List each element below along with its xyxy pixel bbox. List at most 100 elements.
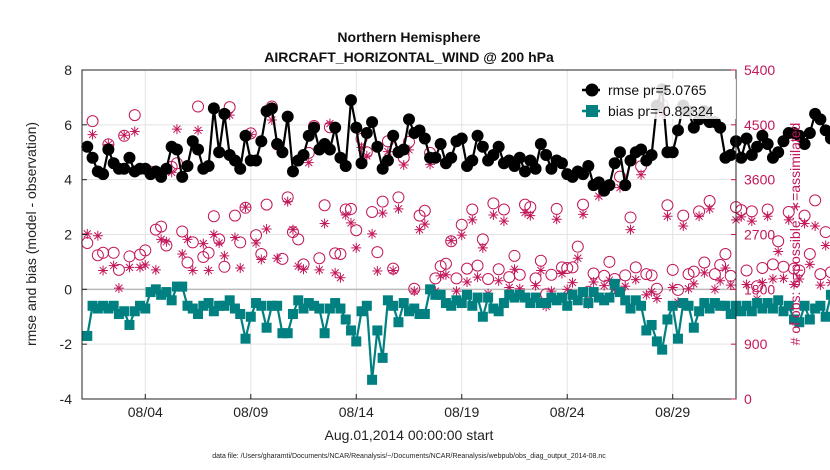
obs-assimilated-point bbox=[825, 278, 830, 287]
x-tick-label: 08/29 bbox=[655, 404, 690, 420]
bias-point bbox=[541, 298, 552, 309]
rmse-point bbox=[671, 124, 684, 137]
obs-assimilated-point bbox=[451, 286, 462, 297]
bias-point bbox=[372, 325, 383, 336]
rmse-point bbox=[761, 138, 774, 151]
obs-possible-point bbox=[292, 233, 305, 246]
obs-possible-point bbox=[819, 226, 830, 239]
bias-point bbox=[551, 295, 562, 306]
bias-point bbox=[525, 298, 536, 309]
bias-point bbox=[672, 333, 683, 344]
obs-possible-point bbox=[719, 247, 732, 260]
bias-point bbox=[319, 328, 330, 339]
bias-point bbox=[767, 303, 778, 314]
bias-point bbox=[736, 306, 747, 317]
obs-possible-point bbox=[318, 199, 331, 212]
obs-possible-point bbox=[192, 100, 205, 113]
bias-point bbox=[177, 281, 188, 292]
obs-assimilated-point bbox=[182, 234, 193, 245]
obs-assimilated-point bbox=[351, 242, 362, 253]
rmse-point bbox=[798, 138, 811, 151]
obs-assimilated-point bbox=[303, 157, 314, 168]
bias-point bbox=[282, 328, 293, 339]
bias-point bbox=[224, 295, 235, 306]
x-tick-label: 08/24 bbox=[550, 404, 585, 420]
rmse-point bbox=[824, 132, 830, 145]
bias-point bbox=[309, 300, 320, 311]
obs-possible-point bbox=[366, 205, 379, 218]
y-tick-label: 0 bbox=[64, 281, 72, 297]
rmse-point bbox=[455, 132, 468, 145]
bias-point bbox=[620, 295, 631, 306]
obs-assimilated-point bbox=[140, 259, 151, 270]
obs-assimilated-point bbox=[398, 160, 409, 171]
bias-point bbox=[303, 298, 314, 309]
obs-possible-point bbox=[577, 198, 590, 211]
obs-assimilated-point bbox=[330, 267, 341, 278]
obs-assimilated-point bbox=[546, 286, 557, 297]
bias-point bbox=[562, 300, 573, 311]
bias-point bbox=[277, 328, 288, 339]
obs-assimilated-point bbox=[699, 267, 710, 278]
obs-possible-point bbox=[666, 263, 679, 276]
rmse-point bbox=[118, 162, 131, 175]
obs-assimilated-point bbox=[208, 229, 219, 240]
obs-assimilated-point bbox=[641, 289, 652, 300]
obs-possible-point bbox=[756, 262, 769, 275]
obs-assimilated-point bbox=[773, 246, 784, 257]
bias-point bbox=[198, 300, 209, 311]
obs-possible-point bbox=[492, 263, 505, 276]
rmse-point bbox=[645, 148, 658, 161]
obs-assimilated-point bbox=[535, 265, 546, 276]
bias-point bbox=[599, 295, 610, 306]
obs-assimilated-point bbox=[356, 142, 367, 153]
bias-point bbox=[578, 287, 589, 298]
rmse-point bbox=[97, 168, 110, 181]
bias-point bbox=[451, 295, 462, 306]
obs-assimilated-point bbox=[746, 216, 757, 227]
rmse-point bbox=[286, 165, 299, 178]
obs-assimilated-point bbox=[113, 283, 124, 294]
obs-assimilated-point bbox=[593, 191, 604, 202]
y-axis-right-label: # of obs: o=possible; ∗=assimilated bbox=[787, 123, 803, 346]
bias-point bbox=[414, 309, 425, 320]
bias-point bbox=[145, 287, 156, 298]
obs-possible-point bbox=[629, 261, 642, 274]
rmse-point bbox=[476, 140, 489, 153]
obs-possible-point bbox=[392, 191, 405, 204]
obs-possible-point bbox=[487, 197, 500, 210]
rmse-point bbox=[397, 143, 410, 156]
obs-assimilated-point bbox=[551, 214, 562, 225]
bias-point bbox=[87, 300, 98, 311]
obs-possible-point bbox=[313, 252, 326, 265]
legend-bias-marker bbox=[586, 105, 598, 117]
obs-assimilated-point bbox=[667, 282, 678, 293]
obs-assimilated-point bbox=[651, 293, 662, 304]
rmse-point bbox=[471, 129, 484, 142]
obs-assimilated-point bbox=[372, 266, 383, 277]
legend-rmse-marker bbox=[585, 83, 599, 97]
rmse-point bbox=[355, 157, 368, 170]
obs-possible-point bbox=[687, 265, 700, 278]
obs-assimilated-point bbox=[620, 281, 631, 292]
bias-point bbox=[345, 325, 356, 336]
y-tick-label: 8 bbox=[64, 62, 72, 78]
obs-assimilated-point bbox=[446, 235, 457, 246]
bias-point bbox=[657, 344, 668, 355]
bias-point bbox=[330, 298, 341, 309]
chart-title: Northern Hemisphere bbox=[337, 29, 480, 45]
obs-assimilated-series bbox=[82, 108, 830, 312]
obs-assimilated-point bbox=[488, 210, 499, 221]
rmse-point bbox=[772, 146, 785, 159]
obs-assimilated-point bbox=[235, 263, 246, 274]
rmse-point bbox=[308, 121, 321, 134]
bias-point bbox=[425, 284, 436, 295]
bias-point bbox=[430, 289, 441, 300]
bias-point bbox=[804, 314, 815, 325]
bias-point bbox=[556, 292, 567, 303]
obs-assimilated-point bbox=[820, 240, 830, 251]
bias-point bbox=[356, 306, 367, 317]
obs-possible-point bbox=[503, 271, 516, 284]
y-right-tick-label: 5400 bbox=[744, 62, 775, 78]
